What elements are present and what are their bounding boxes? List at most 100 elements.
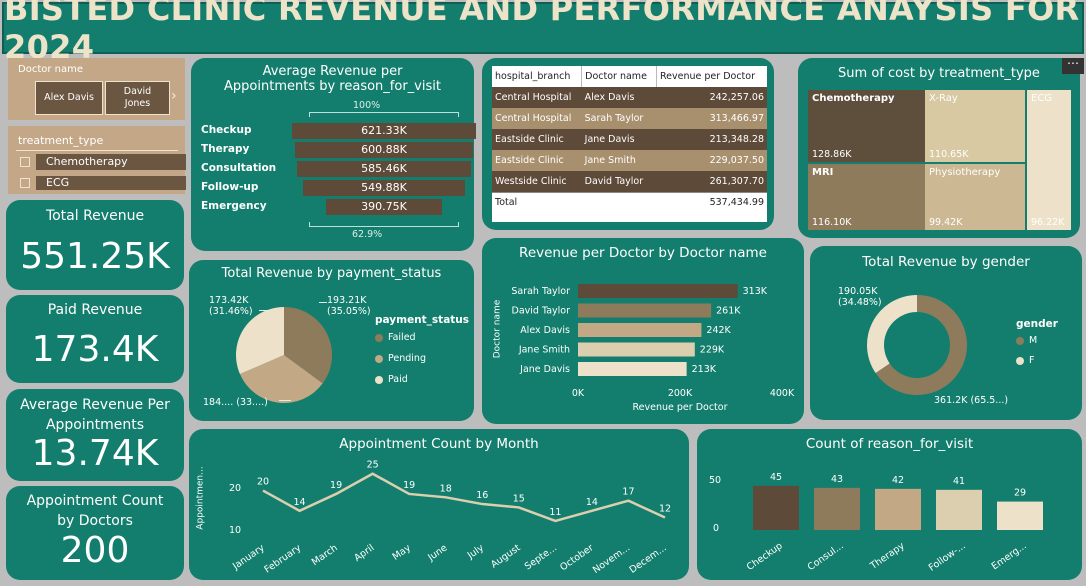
- legend-item-failed[interactable]: Failed: [375, 332, 416, 343]
- doctor-value-label: 242K: [706, 325, 731, 336]
- doctor-value-label: 313K: [743, 286, 768, 297]
- reason-bar[interactable]: [753, 485, 799, 530]
- line-data-label: 15: [513, 493, 525, 504]
- doctor-name-slicer: Doctor name Alex Davis David Jones ›: [8, 58, 185, 120]
- kpi-value: 13.74K: [31, 433, 159, 474]
- treatment-option-ecg[interactable]: ECG: [18, 176, 186, 190]
- line-data-label: 20: [257, 477, 269, 488]
- doctor-tick-label: Jane Davis: [519, 364, 570, 375]
- doctor-bar[interactable]: [578, 284, 738, 298]
- pie-label-pending: 184.... (33....): [203, 397, 268, 408]
- payment-status-title: Total Revenue by payment_status: [221, 266, 442, 281]
- doctor-tick-label: Jane Smith: [518, 345, 570, 356]
- reason-bar[interactable]: [936, 489, 982, 530]
- gender-revenue-card: Total Revenue by gender 190.05K (34.48%)…: [810, 246, 1082, 420]
- legend-dot-icon: [375, 375, 383, 384]
- table-cell: Central Hospital: [495, 113, 572, 124]
- line-data-label: 25: [367, 460, 379, 471]
- column-header[interactable]: Revenue per Doctor: [660, 71, 755, 82]
- chevron-right-icon[interactable]: ›: [171, 88, 177, 104]
- reason-bar[interactable]: [814, 487, 860, 530]
- line-data-label: 12: [659, 504, 671, 515]
- treemap-cell-value: 110.65K: [929, 149, 969, 160]
- doctor-revenue-title: Revenue per Doctor by Doctor name: [519, 245, 767, 261]
- hospital-table-card: hospital_branch Doctor name Revenue per …: [482, 58, 774, 230]
- table-cell: Westside Clinic: [495, 175, 567, 187]
- donut-label-f: 190.05K (34.48%): [838, 286, 882, 308]
- doctor-bar[interactable]: [578, 362, 687, 376]
- pie-slice-pending[interactable]: [239, 355, 323, 403]
- table-cell: David Taylor: [584, 175, 644, 187]
- reason-value-label: 43: [831, 474, 843, 485]
- funnel-bottom-pct: 62.9%: [352, 229, 383, 240]
- checkbox-icon[interactable]: [20, 178, 30, 188]
- doctor-revenue-bars: Sarah Taylor 313K David Taylor 261K Alex Dav…: [511, 284, 795, 413]
- month-tick-label: March: [310, 542, 340, 568]
- reason-bar[interactable]: [997, 501, 1043, 530]
- doctor-value-label: 213K: [692, 364, 717, 375]
- table-row[interactable]: Westside Clinic David Taylor 261,307.70: [492, 171, 767, 192]
- ytick: 20: [229, 483, 242, 494]
- column-header[interactable]: Doctor name: [581, 66, 657, 87]
- reason-count-card: Count of reason_for_visit 50 0 45 Checkup…: [697, 429, 1082, 580]
- reason-tick-label: Follow-...: [927, 540, 968, 573]
- reason-bar[interactable]: [875, 488, 921, 530]
- ytick: 50: [709, 475, 722, 486]
- table-row[interactable]: Central Hospital Sarah Taylor 313,466.97: [492, 108, 767, 129]
- gender-donut: [867, 295, 967, 395]
- legend-item-m[interactable]: M: [1016, 335, 1037, 346]
- legend-item-paid[interactable]: Paid: [375, 374, 408, 385]
- table-row[interactable]: Eastside Clinic Jane Smith 229,037.50: [492, 150, 767, 171]
- funnel-bar: 585.46K: [297, 161, 471, 177]
- doctor-revenue-card: Revenue per Doctor by Doctor name Doctor…: [482, 238, 804, 424]
- doctor-option-david-jones[interactable]: David Jones: [105, 81, 170, 115]
- doctor-bar[interactable]: [578, 303, 712, 318]
- donut-slice-f[interactable]: [867, 295, 917, 374]
- treatment-option-chemotherapy[interactable]: Chemotherapy: [18, 154, 186, 170]
- column-header[interactable]: hospital_branch: [492, 66, 583, 87]
- doctor-value-label: 261K: [716, 306, 741, 317]
- reason-tick-label: Checkup: [745, 540, 785, 573]
- checkbox-icon[interactable]: [20, 157, 30, 167]
- line-data-label: 16: [476, 490, 488, 501]
- legend-item-pending[interactable]: Pending: [375, 353, 426, 364]
- month-tick-label: January: [230, 542, 267, 572]
- doctor-bar[interactable]: [578, 342, 695, 357]
- month-tick-label: June: [425, 542, 449, 564]
- donut-slice-m[interactable]: [875, 295, 967, 395]
- line-series[interactable]: [262, 472, 666, 523]
- treemap-cell: Chemotherapy 128.86K: [808, 90, 925, 162]
- pie-slice-failed[interactable]: [284, 307, 332, 384]
- doctor-bar[interactable]: [578, 323, 702, 337]
- doctor-tick-label: David Taylor: [512, 306, 571, 317]
- line-data-label: 14: [293, 497, 305, 508]
- treemap-cell: Physiotherapy 99.42K: [925, 164, 1025, 230]
- doctor-option-alex-davis[interactable]: Alex Davis: [35, 81, 103, 115]
- table-row[interactable]: Central Hospital Alex Davis 242,257.06: [492, 87, 767, 108]
- funnel-category-label: Emergency: [201, 200, 267, 212]
- treatment-option-label: Chemotherapy: [46, 155, 128, 168]
- appointment-month-title: Appointment Count by Month: [339, 436, 539, 452]
- kpi-label: Total Revenue: [45, 208, 145, 224]
- more-options-icon[interactable]: ⋯: [1062, 57, 1084, 74]
- legend-item-f[interactable]: F: [1016, 355, 1034, 366]
- funnel-bar: 600.88K: [295, 142, 473, 158]
- pie-slice-paid[interactable]: [236, 307, 284, 375]
- doctor-value-label: 229K: [700, 345, 725, 356]
- treemap-cell-value: 128.86K: [812, 149, 852, 160]
- doctor-axis-tick: 0K: [572, 388, 585, 399]
- appointment-month-card: Appointment Count by Month Appointmen...…: [189, 429, 689, 580]
- treemap-cell: X-Ray 110.65K: [925, 90, 1025, 162]
- treatment-slicer-title: treatment_type: [18, 134, 104, 147]
- line-data-label: 19: [330, 480, 342, 491]
- kpi-total-revenue: Total Revenue 551.25K: [6, 200, 184, 290]
- table-cell: 213,348.28: [709, 134, 764, 145]
- table-cell: Sarah Taylor: [584, 113, 644, 124]
- reason-tick-label: Emerg...: [990, 540, 1029, 572]
- reason-value-label: 42: [892, 475, 904, 486]
- table-row[interactable]: Eastside Clinic Jane Davis 213,348.28: [492, 129, 767, 150]
- doctor-tick-label: Alex Davis: [520, 325, 570, 336]
- doctor-axis-tick: 200K: [668, 388, 693, 399]
- donut-label-m: 361.2K (65.5...): [934, 395, 1009, 406]
- month-tick-label: Novem...: [591, 542, 632, 576]
